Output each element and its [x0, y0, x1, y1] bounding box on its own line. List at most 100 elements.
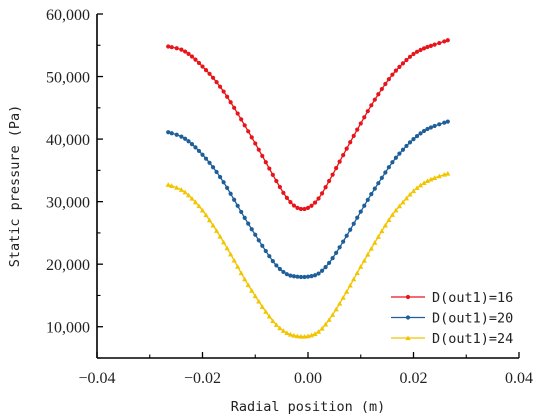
data-point [186, 51, 191, 56]
data-point [428, 176, 434, 182]
series-layer [165, 38, 451, 339]
y-tick-label: 60,000 [46, 7, 90, 24]
data-point [312, 200, 318, 205]
legend-label: D(out1)=20 [432, 311, 513, 327]
data-point [414, 133, 420, 139]
data-point [266, 313, 272, 319]
data-point [379, 175, 384, 180]
data-point [393, 68, 399, 73]
data-point [393, 207, 399, 213]
data-point [337, 300, 343, 306]
series-line [168, 39, 448, 210]
data-point [260, 153, 265, 159]
data-point [400, 61, 406, 66]
data-point [196, 148, 202, 154]
data-point [404, 57, 409, 63]
data-point [390, 72, 395, 77]
data-point [228, 100, 233, 105]
data-point [295, 274, 300, 279]
data-point [424, 178, 431, 184]
data-point [383, 81, 388, 87]
data-point [207, 160, 212, 165]
x-tick-label: −0.02 [184, 370, 221, 387]
data-point [166, 130, 171, 135]
data-point [309, 203, 314, 208]
data-point [425, 44, 430, 50]
data-point [298, 206, 304, 212]
data-point [221, 89, 226, 94]
data-point [411, 136, 416, 142]
data-point [316, 271, 321, 276]
data-point [432, 123, 437, 129]
data-point [287, 331, 294, 337]
data-point [263, 309, 269, 314]
data-point [174, 132, 179, 137]
data-point [232, 197, 237, 202]
data-point [284, 330, 290, 336]
data-point [386, 77, 391, 82]
data-point [239, 117, 244, 122]
data-point [183, 136, 188, 141]
data-point [421, 180, 427, 185]
data-point [365, 109, 370, 114]
data-point [178, 187, 184, 192]
data-point [270, 259, 275, 264]
x-tick-label: 0.00 [294, 370, 322, 387]
data-point [358, 121, 363, 126]
data-point [316, 196, 321, 201]
data-point [334, 250, 339, 255]
data-point [351, 133, 356, 138]
data-point [414, 185, 420, 191]
data-point [361, 257, 367, 263]
data-point [291, 332, 297, 338]
data-point [319, 325, 325, 331]
data-point [414, 49, 420, 54]
data-point [263, 160, 268, 165]
data-point [358, 209, 363, 214]
data-point [238, 270, 244, 276]
data-point [407, 54, 413, 59]
data-point [305, 205, 311, 210]
data-point [228, 191, 233, 196]
data-point [301, 333, 308, 339]
legend-item: D(out1)=16 [391, 290, 513, 306]
data-point [355, 127, 360, 132]
y-tick-label: 20,000 [46, 257, 90, 274]
data-point [217, 233, 223, 239]
data-point [231, 257, 237, 263]
data-point [369, 103, 374, 108]
data-point [405, 335, 411, 341]
data-point [397, 151, 402, 156]
data-point [294, 333, 301, 339]
data-point [323, 185, 328, 190]
data-point [330, 172, 335, 177]
data-point [196, 203, 202, 209]
data-point [362, 203, 367, 208]
data-point [221, 180, 226, 185]
data-point [288, 199, 293, 205]
data-point [432, 175, 438, 180]
data-point [169, 131, 174, 136]
data-point [319, 268, 325, 273]
data-point [284, 195, 289, 200]
data-point [185, 192, 192, 198]
data-point [369, 192, 374, 197]
data-point [305, 274, 311, 279]
data-point [389, 212, 395, 217]
data-point [245, 282, 251, 288]
data-point [249, 288, 255, 293]
data-point [192, 199, 199, 205]
data-point [351, 221, 356, 226]
data-point [298, 333, 304, 339]
data-point [221, 239, 227, 245]
data-point [200, 152, 205, 157]
data-point [319, 191, 325, 196]
data-point [372, 240, 378, 245]
data-point [337, 245, 342, 250]
data-point [203, 156, 209, 161]
x-tick-label: −0.04 [78, 370, 115, 387]
data-point [235, 203, 240, 208]
y-axis-title: Static pressure (Pa) [7, 105, 23, 268]
data-point [445, 38, 450, 43]
data-point [270, 172, 275, 177]
